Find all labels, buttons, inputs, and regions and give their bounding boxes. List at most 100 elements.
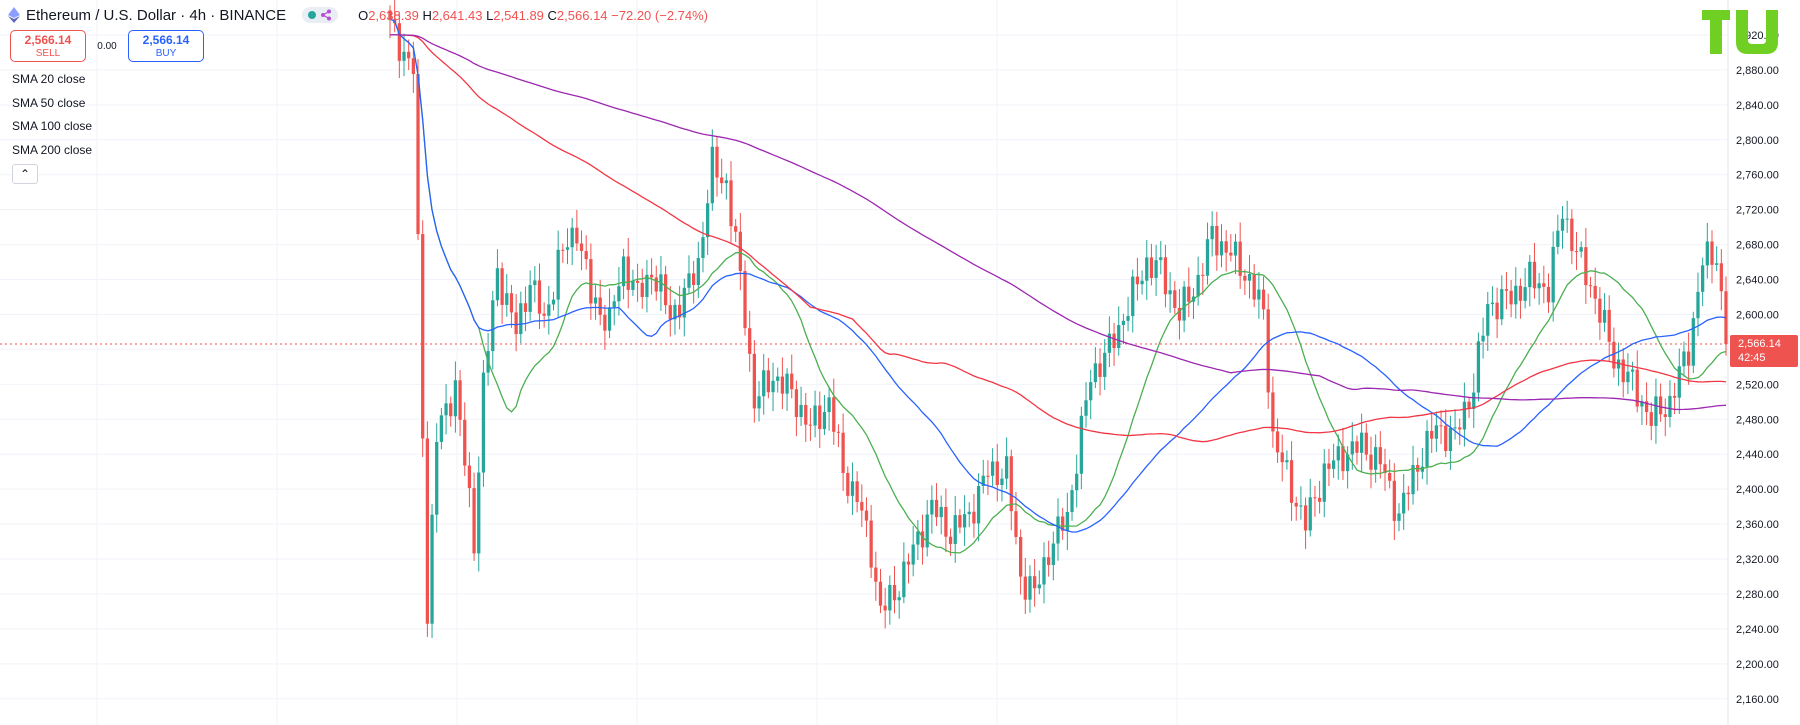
- indicator-sma200[interactable]: SMA 200 close: [12, 142, 93, 157]
- candle: [542, 302, 546, 328]
- candle: [1546, 273, 1551, 313]
- share-icon[interactable]: [320, 9, 332, 21]
- candle: [1187, 267, 1191, 318]
- candle-body: [934, 499, 939, 518]
- candle-body: [869, 520, 873, 568]
- candle-body: [1374, 447, 1378, 470]
- candle: [1640, 395, 1644, 426]
- candle: [593, 284, 598, 320]
- candle: [934, 483, 939, 527]
- price-tick-label: 2,280.00: [1736, 589, 1779, 601]
- candle-body: [467, 465, 472, 489]
- buy-button[interactable]: 2,566.14 BUY: [128, 30, 204, 62]
- candle-body: [827, 397, 831, 413]
- candle-body: [687, 273, 691, 288]
- candle: [1322, 449, 1326, 518]
- candle: [944, 488, 948, 553]
- candle-body: [421, 234, 425, 439]
- candle: [1177, 288, 1182, 340]
- tradingview-logo[interactable]: [1700, 8, 1788, 56]
- candle: [986, 460, 990, 495]
- collapse-legend-button[interactable]: ⌃: [12, 164, 38, 184]
- candle-body: [1294, 502, 1298, 507]
- candle: [1420, 448, 1424, 480]
- candle-body: [514, 312, 518, 335]
- candle-body: [1565, 218, 1569, 220]
- candle-body: [1126, 316, 1130, 321]
- candle: [584, 235, 588, 270]
- candle: [607, 288, 612, 339]
- candle-body: [706, 203, 710, 238]
- indicator-sma100[interactable]: SMA 100 close: [12, 119, 93, 133]
- candle-body: [958, 515, 962, 528]
- candle-body: [1453, 427, 1457, 429]
- indicator-sma20[interactable]: SMA 20 close: [12, 72, 86, 86]
- candle-body: [626, 256, 630, 290]
- candle: [762, 354, 766, 415]
- candle-body: [1051, 543, 1055, 565]
- candle-body: [1598, 298, 1602, 323]
- candle: [1196, 256, 1200, 306]
- candle: [860, 484, 864, 527]
- indicator-sma50[interactable]: SMA 50 close: [12, 95, 86, 110]
- candle-body: [1261, 289, 1266, 310]
- candle: [1131, 269, 1135, 333]
- candle-body: [1514, 285, 1518, 305]
- candle-body: [1439, 425, 1443, 427]
- candle-body: [575, 227, 579, 244]
- candle: [677, 285, 682, 330]
- candle-body: [1135, 276, 1140, 285]
- candle: [505, 274, 509, 317]
- candle: [1336, 434, 1340, 480]
- candle-body: [1626, 371, 1630, 383]
- candle: [855, 471, 859, 513]
- candle-body: [565, 247, 570, 250]
- candle: [785, 368, 789, 411]
- candle: [846, 466, 850, 504]
- candle-body: [1061, 516, 1065, 531]
- sell-button[interactable]: 2,566.14 SELL: [10, 30, 86, 62]
- candle: [1383, 448, 1387, 491]
- candle: [1705, 222, 1709, 279]
- candle: [1140, 270, 1144, 295]
- candle-body: [1388, 472, 1392, 481]
- candle: [1313, 485, 1317, 517]
- candle: [589, 243, 593, 320]
- candle: [883, 587, 887, 629]
- candle-body: [589, 259, 593, 304]
- candle-body: [925, 514, 929, 548]
- status-pill[interactable]: [302, 7, 339, 23]
- candle-body: [771, 380, 775, 393]
- candle-body: [1654, 396, 1658, 426]
- price-tick-label: 2,400.00: [1736, 484, 1779, 496]
- candle: [1051, 531, 1055, 581]
- candle-body: [1663, 414, 1667, 418]
- symbol-title[interactable]: Ethereum / U.S. Dollar · 4h · BINANCE: [26, 6, 287, 24]
- candle: [734, 219, 738, 243]
- candle-body: [1701, 265, 1705, 292]
- candle-body: [897, 597, 901, 601]
- candle-body: [1686, 351, 1691, 366]
- candle: [1523, 267, 1527, 309]
- candle-body: [439, 415, 444, 442]
- candle: [1280, 434, 1284, 482]
- candle-body: [505, 293, 509, 305]
- candle-body: [477, 472, 481, 554]
- candle-body: [1364, 432, 1368, 455]
- candle: [1098, 348, 1102, 396]
- candle-body: [682, 287, 686, 318]
- trade-panel: 2,566.14 SELL 0.00 2,566.14 BUY: [10, 30, 204, 62]
- candle-body: [729, 180, 733, 227]
- candle-body: [1668, 395, 1672, 418]
- candle: [1392, 463, 1396, 541]
- candle: [1448, 415, 1453, 470]
- sma100-line: [389, 34, 1727, 443]
- price-badge-bg: [1730, 335, 1798, 368]
- candle-body: [888, 585, 892, 611]
- candle-body: [551, 299, 556, 305]
- candle-body: [995, 461, 999, 485]
- candle: [939, 495, 943, 535]
- candle-body: [804, 404, 808, 425]
- candle: [575, 209, 579, 252]
